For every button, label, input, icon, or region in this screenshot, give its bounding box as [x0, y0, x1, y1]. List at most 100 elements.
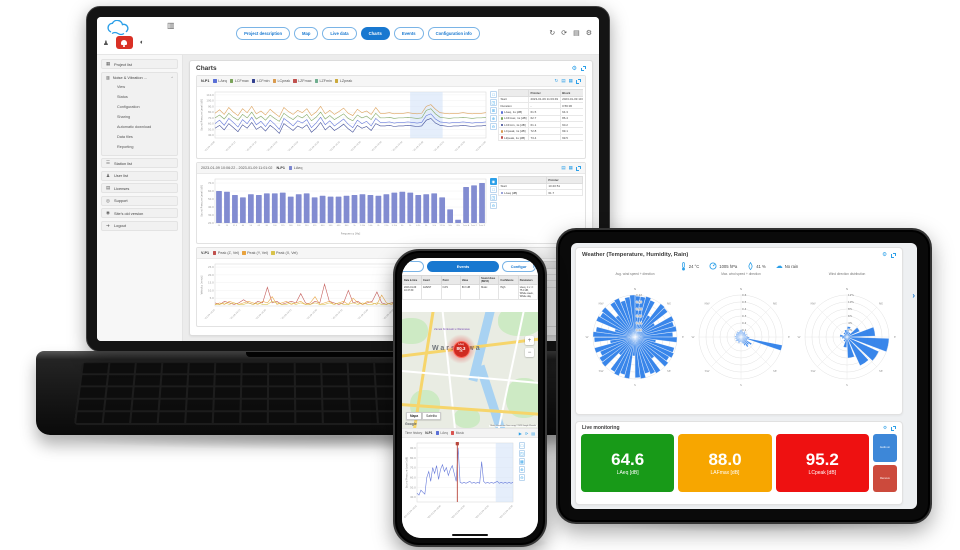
- laptop-tab[interactable]: Project description: [236, 27, 291, 40]
- live-value-tile[interactable]: 88.0 LAFmax [dB]: [678, 434, 772, 492]
- select-area-icon[interactable]: ◳: [490, 99, 497, 106]
- zoom-out-icon[interactable]: ⊖: [490, 202, 497, 209]
- sidebar-item-support[interactable]: ◎ Support: [101, 195, 178, 206]
- sidebar-sub-item[interactable]: Status: [117, 95, 128, 99]
- laptop-tab[interactable]: Live data: [322, 27, 357, 40]
- next-chevron-icon[interactable]: ›: [532, 263, 535, 270]
- series-checkbox[interactable]: LAeq: [435, 431, 448, 435]
- series-checkbox[interactable]: LAeq: [213, 79, 227, 83]
- spectrum-chart[interactable]: 20.0 30.0 40.0 50.0 60.0 70.0 20 25 31.5 40 50 63 80…: [199, 176, 489, 241]
- card-expand-icon[interactable]: [576, 165, 581, 171]
- phone-chart[interactable]: 40.0 50.0 60.0 70.0 80.0 90.0 2023-01-09 10:42…: [403, 440, 516, 523]
- table-row[interactable]: 2023-01-09 10:47:39 EVENT N-P1 80.3 dB Music…: [402, 284, 538, 300]
- live-value-tile[interactable]: 64.6 LAeq [dB]: [581, 434, 675, 492]
- laptop-tab[interactable]: Configuration info: [427, 27, 480, 40]
- contrast-toggle-icon[interactable]: ◐: [139, 39, 144, 46]
- live-expand-icon[interactable]: [891, 425, 896, 431]
- layers-icon[interactable]: ▦: [518, 458, 526, 465]
- series-checkbox[interactable]: Peak (X, Vel): [271, 251, 298, 255]
- zoom-out-icon[interactable]: ⊖: [518, 474, 526, 481]
- map[interactable]: Zamek Królewski w Warszawie Warszawa LAe…: [402, 312, 538, 428]
- sidebar-item-project-list[interactable]: ▦ Project list: [101, 59, 178, 69]
- add-user-icon[interactable]: ♟: [103, 39, 109, 47]
- phone-tab-events[interactable]: Events: [427, 261, 499, 272]
- laptop-tab[interactable]: Events: [393, 27, 424, 40]
- card-table-icon[interactable]: ▦: [568, 165, 573, 170]
- sidebar-item-licenses[interactable]: ▤ Licenses: [101, 183, 178, 193]
- sidebar-sub-item[interactable]: Configuration: [117, 105, 140, 109]
- series-checkbox[interactable]: LZFmax: [293, 79, 312, 83]
- laptop-tab[interactable]: Charts: [360, 27, 390, 40]
- phone-tab-left[interactable]: [402, 261, 425, 272]
- laptop-tab[interactable]: Map: [294, 27, 319, 40]
- sidebar-item-user-list[interactable]: ♟ User list: [101, 170, 178, 181]
- live-side-button[interactable]: Remove: [873, 464, 897, 492]
- export-icon[interactable]: ▤: [531, 430, 535, 436]
- auto-refresh-icon[interactable]: ⟳: [561, 30, 568, 37]
- live-side-button[interactable]: Audio on: [873, 434, 897, 462]
- series-checkbox[interactable]: Music: [450, 431, 464, 435]
- spectrum-mode-icon[interactable]: ◉: [490, 178, 497, 185]
- card-refresh-icon[interactable]: ↻: [554, 78, 559, 83]
- map-zoom-out-button[interactable]: −: [525, 348, 534, 357]
- select-area-icon[interactable]: ◳: [518, 450, 526, 457]
- play-icon[interactable]: ▶: [518, 430, 522, 436]
- zoom-out-icon[interactable]: ⊖: [490, 123, 497, 130]
- wind-avg-chart[interactable]: N NE E SE S SW W NW 0.02 0.04 0.06 0.08 0.10 0.12: [582, 278, 688, 401]
- refresh-icon[interactable]: ⟳: [524, 430, 529, 436]
- satellite-button[interactable]: Satelita: [422, 412, 441, 420]
- table-row[interactable]: LZpeak, 1s [dB] 73.4 99.5: [498, 133, 583, 142]
- card-table-icon[interactable]: ▦: [568, 78, 573, 83]
- live-monitoring-title: Live monitoring: [582, 425, 620, 431]
- events-table[interactable]: Date & time Event Point Value Sound class (B…: [402, 275, 538, 312]
- sidebar-sub-item[interactable]: Sharing: [117, 115, 131, 119]
- series-checkbox[interactable]: Peak (Z, Vel): [213, 251, 239, 255]
- zoom-in-icon[interactable]: ⊕: [518, 466, 526, 473]
- live-settings-gear-icon[interactable]: ⚙: [882, 425, 887, 430]
- select-checkbox-icon[interactable]: □: [490, 91, 497, 98]
- sidebar-item-station-list[interactable]: ☰ Station list: [101, 158, 178, 168]
- series-checkbox[interactable]: LAeq: [288, 166, 302, 170]
- settings-gear-icon[interactable]: ⚙: [585, 30, 592, 37]
- panel-toggle-icon[interactable]: ▥: [167, 21, 175, 30]
- report-icon[interactable]: ▤: [573, 30, 580, 37]
- card-export-icon[interactable]: ▤: [561, 165, 566, 170]
- sidebar-sub-item[interactable]: Data files: [117, 135, 133, 139]
- select-area-icon[interactable]: ◳: [490, 194, 497, 201]
- select-checkbox-icon[interactable]: □: [518, 442, 526, 449]
- sidebar-sub-item[interactable]: Automatic download: [117, 125, 152, 129]
- pan-icon[interactable]: ⊞: [490, 107, 497, 114]
- zoom-in-icon[interactable]: ⊕: [490, 115, 497, 122]
- series-checkbox[interactable]: LCFmin: [251, 79, 270, 83]
- weather-expand-icon[interactable]: [891, 252, 896, 258]
- series-checkbox[interactable]: LCpeak: [272, 79, 290, 83]
- weather-settings-gear-icon[interactable]: ⚙: [882, 252, 887, 258]
- table-row[interactable]: LAeq [dB] 61.7: [498, 188, 583, 197]
- live-value-tile[interactable]: 95.2 LCpeak [dB]: [775, 434, 869, 492]
- map-button[interactable]: Mapa: [406, 412, 423, 420]
- tablet-next-chevron-icon[interactable]: ›: [912, 291, 915, 300]
- sidebar-sub-item[interactable]: Reporting: [117, 145, 134, 149]
- series-checkbox[interactable]: LZpeak: [334, 79, 352, 83]
- map-zoom-in-button[interactable]: +: [525, 336, 534, 345]
- sidebar-group-header[interactable]: ▥ Noise & Vibration ... ^: [106, 75, 173, 80]
- wind-max-chart[interactable]: N NE E SE S SW W NW 0.1 0.2 0.3 0.4 0.5 0.6: [688, 278, 794, 401]
- series-checkbox[interactable]: LZFmin: [314, 79, 332, 83]
- poi-label[interactable]: Zamek Królewski w Warszawie: [434, 328, 470, 331]
- phone-tab-configuration[interactable]: Configur: [501, 261, 536, 272]
- panel-expand-icon[interactable]: [581, 66, 586, 71]
- sidebar-sub-item[interactable]: View: [117, 85, 126, 89]
- wind-rose-chart[interactable]: N NE E SE S SW W NW 2% 4% 6% 8% 10% 12%: [794, 278, 900, 401]
- event-marker[interactable]: LAeq 80.3 dB: [452, 340, 470, 358]
- time-history-chart[interactable]: 40.0 50.0 60.0 70.0 80.0 90.0 100.0 110.0 2023-0…: [199, 89, 489, 156]
- refresh-icon[interactable]: ↻: [549, 30, 556, 37]
- select-checkbox-icon[interactable]: □: [490, 186, 497, 193]
- panel-settings-gear-icon[interactable]: ⚙: [571, 66, 577, 72]
- card-export-icon[interactable]: ▤: [561, 78, 566, 83]
- sidebar-item-logout[interactable]: ➜ Logout: [101, 220, 178, 231]
- alarm-bell-button[interactable]: [115, 36, 133, 49]
- card-expand-icon[interactable]: [576, 78, 581, 84]
- sidebar-item-old-version[interactable]: ◉ Site's old version: [101, 208, 178, 218]
- series-checkbox[interactable]: LCFmax: [229, 79, 249, 83]
- series-checkbox[interactable]: Peak (Y, Vel): [242, 251, 268, 255]
